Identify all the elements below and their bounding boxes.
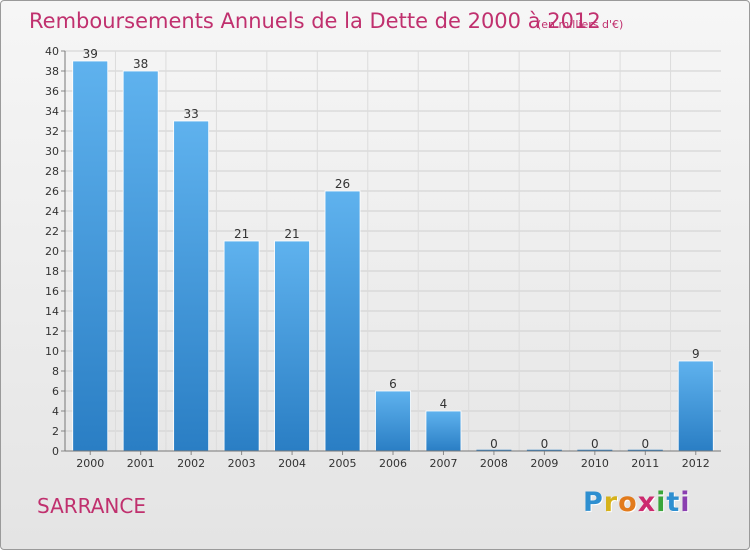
logo-letter: x — [637, 487, 657, 518]
y-tick-label: 34 — [45, 105, 59, 118]
data-label-2010: 0 — [591, 437, 599, 451]
y-tick-label: 12 — [45, 325, 59, 338]
x-tick-label-2010: 2010 — [581, 457, 609, 470]
y-tick-label: 18 — [45, 265, 59, 278]
proxiti-logo: Proxiti — [583, 487, 691, 518]
y-tick-label: 2 — [52, 425, 59, 438]
x-tick-label-2005: 2005 — [329, 457, 357, 470]
commune-name: SARRANCE — [37, 494, 146, 518]
y-tick-label: 0 — [52, 445, 59, 458]
bars: 39 38 33 21 21 26 6 4 0 0 0 0 9 — [72, 47, 714, 452]
bar-2003 — [223, 240, 260, 452]
bar-2002 — [173, 120, 210, 452]
y-tick-label: 4 — [52, 405, 59, 418]
y-tick-label: 32 — [45, 125, 59, 138]
y-tick-label: 40 — [45, 45, 59, 58]
x-tick-label-2007: 2007 — [429, 457, 457, 470]
bar-2000 — [72, 60, 109, 452]
y-tick-label: 38 — [45, 65, 59, 78]
logo-letter: P — [583, 487, 604, 518]
x-axis: 2000 2001 2002 2003 2004 2005 2006 2007 2008 2009… — [65, 450, 721, 470]
chart-title: Remboursements Annuels de la Dette de 20… — [29, 9, 601, 33]
data-label-2009: 0 — [541, 437, 549, 451]
x-tick-label-2012: 2012 — [682, 457, 710, 470]
data-label-2012: 9 — [692, 347, 700, 361]
y-tick-label: 6 — [52, 385, 59, 398]
data-label-2000: 39 — [83, 47, 98, 61]
chart-subtitle: (en milliers d'€) — [537, 18, 624, 31]
x-tick-label-2011: 2011 — [631, 457, 659, 470]
y-tick-label: 10 — [45, 345, 59, 358]
y-tick-label: 8 — [52, 365, 59, 378]
logo-letter: i — [680, 487, 691, 518]
x-tick-label-2002: 2002 — [177, 457, 205, 470]
bar-2006 — [375, 390, 411, 452]
x-tick-label-2003: 2003 — [228, 457, 256, 470]
x-tick-label-2006: 2006 — [379, 457, 407, 470]
logo-letter: o — [618, 487, 638, 518]
x-tick-label-2000: 2000 — [76, 457, 104, 470]
data-label-2007: 4 — [440, 397, 448, 411]
data-label-2002: 33 — [184, 107, 199, 121]
y-tick-label: 14 — [45, 305, 59, 318]
y-tick-label: 22 — [45, 225, 59, 238]
data-label-2004: 21 — [284, 227, 299, 241]
data-label-2008: 0 — [490, 437, 498, 451]
bar-2005 — [324, 190, 361, 452]
x-tick-label-2009: 2009 — [530, 457, 558, 470]
data-label-2003: 21 — [234, 227, 249, 241]
x-tick-label-2008: 2008 — [480, 457, 508, 470]
y-tick-label: 24 — [45, 205, 59, 218]
bar-2007 — [425, 410, 462, 452]
data-label-2001: 38 — [133, 57, 148, 71]
bar-2012 — [677, 360, 714, 452]
bar-2004 — [274, 240, 310, 452]
x-tick-label-2001: 2001 — [127, 457, 155, 470]
logo-letter: t — [666, 487, 681, 518]
data-label-2011: 0 — [641, 437, 649, 451]
x-tick-label-2004: 2004 — [278, 457, 306, 470]
logo-letter: i — [656, 487, 667, 518]
y-tick-label: 16 — [45, 285, 59, 298]
bar-2001 — [122, 70, 159, 452]
y-tick-label: 20 — [45, 245, 59, 258]
data-label-2006: 6 — [389, 377, 397, 391]
logo-letter: r — [603, 487, 619, 518]
y-tick-label: 36 — [45, 85, 59, 98]
y-tick-label: 26 — [45, 185, 59, 198]
y-tick-label: 28 — [45, 165, 59, 178]
y-tick-label: 30 — [45, 145, 59, 158]
data-label-2005: 26 — [335, 177, 350, 191]
